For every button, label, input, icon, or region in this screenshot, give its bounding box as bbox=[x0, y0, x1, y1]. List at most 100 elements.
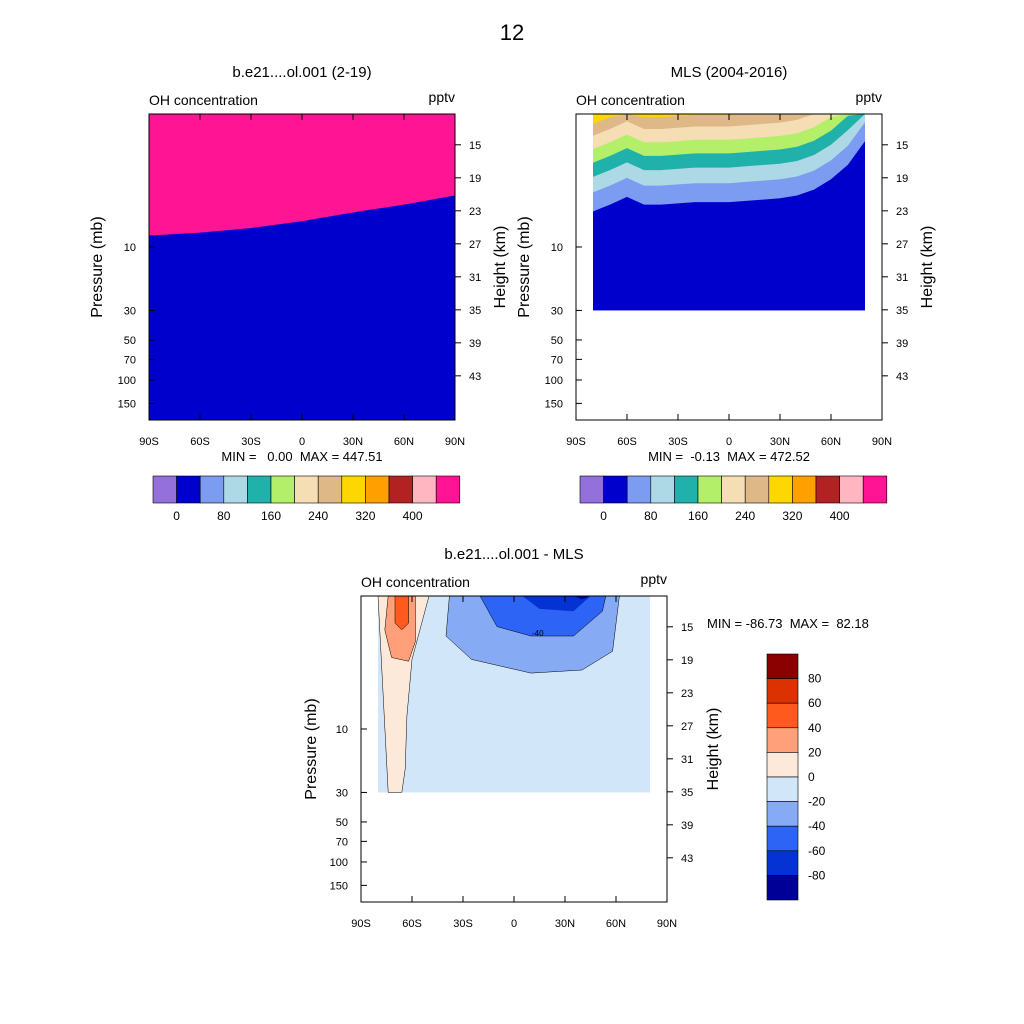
y2-tick-label: 23 bbox=[896, 206, 908, 218]
colorbar-swatch bbox=[412, 475, 437, 504]
colorbar-swatch bbox=[270, 475, 295, 504]
colorbar-label: 400 bbox=[403, 509, 423, 523]
colorbar-swatch bbox=[199, 475, 225, 504]
x-tick-label: 30N bbox=[555, 918, 575, 930]
colorbar-swatch bbox=[744, 475, 770, 504]
colorbar-label: 160 bbox=[688, 509, 708, 523]
colorbar-label: 320 bbox=[782, 509, 802, 523]
colorbar-swatch bbox=[839, 475, 864, 504]
y-tick-label: 100 bbox=[118, 375, 136, 387]
colorbar-swatch bbox=[674, 475, 699, 504]
axes: 90S 60S 30S 0 30N 60N 90N 10 30 50 70 100 150 43 39 35 3… bbox=[330, 596, 693, 930]
x-tick-label: 60S bbox=[190, 436, 210, 448]
y-tick-label: 30 bbox=[336, 787, 348, 799]
y2-tick-label: 31 bbox=[681, 754, 693, 766]
x-tick-label: 90N bbox=[445, 436, 465, 448]
x-tick-label: 0 bbox=[511, 918, 517, 930]
colorbar-swatch bbox=[650, 475, 675, 504]
y2-tick-label: 27 bbox=[896, 239, 908, 251]
contour-label: -40 bbox=[532, 629, 544, 638]
y-tick-label: 10 bbox=[551, 242, 563, 254]
contour-band bbox=[394, 596, 409, 631]
y2-tick-label: 27 bbox=[469, 239, 481, 251]
colorbar-label: 320 bbox=[355, 509, 375, 523]
y-tick-label: 10 bbox=[336, 724, 348, 736]
colorbar-swatch bbox=[766, 678, 799, 704]
x-tick-label: 30S bbox=[668, 436, 688, 448]
colorbar-label: 80 bbox=[644, 509, 658, 523]
min-max-stats: MIN = 0.00 MAX = 447.51 bbox=[221, 449, 382, 464]
colorbar-label: 240 bbox=[735, 509, 755, 523]
colorbar-swatch bbox=[365, 475, 390, 504]
x-tick-label: 90S bbox=[566, 436, 586, 448]
y2-tick-label: 35 bbox=[681, 787, 693, 799]
colorbar-swatch bbox=[766, 653, 799, 679]
y2-tick-label: 43 bbox=[681, 853, 693, 865]
y-tick-label: 70 bbox=[336, 836, 348, 848]
y2-tick-label: 23 bbox=[469, 206, 481, 218]
left-string: OH concentration bbox=[576, 92, 685, 108]
y2-tick-label: 31 bbox=[469, 272, 481, 284]
colorbar-swatch bbox=[176, 475, 201, 504]
colorbar-swatch bbox=[862, 475, 888, 504]
axes: 90S 60S 30S 0 30N 60N 90N 10 30 50 70 100 150 43 39 35 3… bbox=[545, 114, 908, 448]
y2-tick-label: 23 bbox=[681, 688, 693, 700]
colorbar-label: 0 bbox=[808, 770, 815, 784]
colorbar-label: 160 bbox=[261, 509, 281, 523]
colorbar-swatch bbox=[388, 475, 413, 504]
y-tick-label: 100 bbox=[545, 375, 563, 387]
y-tick-label: 30 bbox=[551, 305, 563, 317]
contour-band bbox=[593, 114, 865, 124]
panel-difference: b.e21....ol.001 - MLS OH concentration p… bbox=[303, 546, 869, 930]
colorbar-swatch bbox=[152, 475, 177, 504]
colorbar: 80 60 40 20 0 -20 -40 -60 -80 bbox=[766, 653, 826, 901]
x-tick-label: 90S bbox=[351, 918, 371, 930]
colorbar-label: 80 bbox=[808, 672, 822, 686]
panel-title: MLS (2004-2016) bbox=[671, 64, 788, 81]
right-string: pptv bbox=[429, 89, 455, 105]
y2-axis-label: Height (km) bbox=[492, 226, 509, 309]
y-tick-label: 150 bbox=[545, 398, 563, 410]
x-tick-label: 90S bbox=[139, 436, 159, 448]
y-tick-label: 50 bbox=[336, 817, 348, 829]
y2-axis-label: Height (km) bbox=[919, 226, 936, 309]
colorbar-label: 40 bbox=[808, 721, 822, 735]
colorbar-swatch bbox=[766, 702, 799, 729]
y-tick-label: 50 bbox=[124, 335, 136, 347]
y2-tick-label: 15 bbox=[896, 140, 908, 152]
colorbar-swatch bbox=[626, 475, 652, 504]
min-max-stats: MIN = -0.13 MAX = 472.52 bbox=[648, 449, 810, 464]
contour-field bbox=[593, 114, 865, 311]
y2-tick-label: 15 bbox=[469, 140, 481, 152]
left-string: OH concentration bbox=[149, 92, 258, 108]
contour-field bbox=[149, 114, 455, 420]
colorbar-swatch bbox=[766, 727, 799, 753]
panel-title: b.e21....ol.001 - MLS bbox=[444, 546, 583, 563]
colorbar-swatch bbox=[341, 475, 366, 504]
contour-band bbox=[522, 596, 591, 612]
colorbar-label: 0 bbox=[173, 509, 180, 523]
x-tick-label: 90N bbox=[657, 918, 677, 930]
colorbar-label: -20 bbox=[808, 795, 826, 809]
colorbar-swatch bbox=[223, 475, 248, 504]
colorbar-label: 240 bbox=[308, 509, 328, 523]
left-string: OH concentration bbox=[361, 574, 470, 590]
x-tick-label: 30S bbox=[241, 436, 261, 448]
y2-axis-label: Height (km) bbox=[705, 708, 722, 791]
colorbar-label: -40 bbox=[808, 819, 826, 833]
colorbar-label: 80 bbox=[217, 509, 231, 523]
y-tick-label: 10 bbox=[124, 242, 136, 254]
y-axis-label: Pressure (mb) bbox=[516, 216, 533, 317]
y-tick-label: 30 bbox=[124, 305, 136, 317]
colorbar-label: 60 bbox=[808, 696, 822, 710]
figure-title: 12 bbox=[499, 20, 525, 45]
colorbar-swatch bbox=[766, 801, 799, 827]
axes: 90S 60S 30S 0 30N 60N 90N 10 30 50 70 100 150 43 39 35 3… bbox=[118, 114, 481, 448]
y2-tick-label: 39 bbox=[681, 820, 693, 832]
contour-band bbox=[149, 114, 455, 236]
colorbar-swatch bbox=[766, 752, 799, 778]
panel-model: b.e21....ol.001 (2-19) OH concentration … bbox=[89, 64, 509, 523]
y2-tick-label: 31 bbox=[896, 272, 908, 284]
x-tick-label: 30N bbox=[770, 436, 790, 448]
